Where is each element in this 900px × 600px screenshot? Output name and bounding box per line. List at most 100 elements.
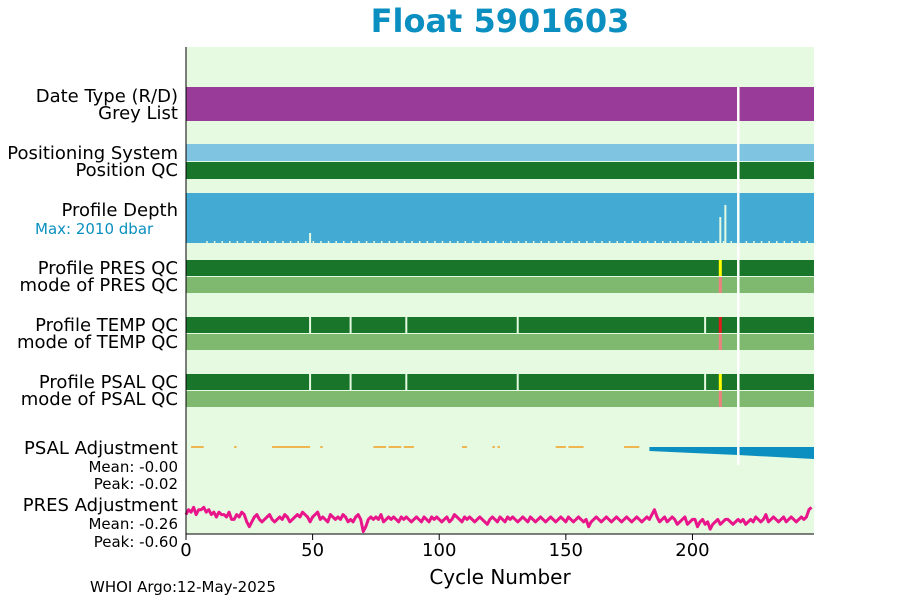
x-axis-label: Cycle Number (429, 565, 571, 589)
depth-notch (639, 241, 641, 244)
depth-notch (206, 241, 208, 244)
depth-notch (487, 241, 489, 244)
psal-qc-gap (349, 374, 352, 390)
depth-notch (548, 241, 550, 244)
label-temp-mode: mode of TEMP QC (16, 332, 178, 353)
depth-notch (350, 241, 353, 244)
psal-mode-bar (186, 391, 814, 407)
x-tick-label: 50 (301, 540, 325, 561)
depth-notch (806, 241, 808, 244)
depth-shallow-mark (724, 205, 727, 244)
footer-credit: WHOI Argo:12-May-2025 (90, 578, 276, 596)
depth-notch (464, 241, 467, 244)
depth-notch (798, 241, 801, 244)
missing-cycle-gap (737, 87, 740, 465)
depth-notch (289, 241, 292, 244)
depth-notch (282, 241, 284, 244)
depth-notch (396, 241, 398, 244)
depth-notch (692, 241, 694, 244)
depth-notch (327, 241, 330, 244)
psal-qc-gap (309, 374, 312, 390)
chart-title: Float 5901603 (370, 2, 630, 40)
temp-mode-bar (186, 334, 814, 350)
psal-qc-gap (405, 374, 408, 390)
depth-notch (776, 241, 778, 244)
temp-qc-flag (718, 317, 722, 333)
depth-notch (213, 241, 216, 244)
depth-notch (525, 241, 527, 244)
label-position-qc: Position QC (75, 160, 178, 181)
label-pres-peak: Peak: -0.60 (93, 533, 178, 551)
depth-notch (259, 241, 261, 244)
psal-mode-flag (718, 391, 722, 407)
depth-notch (616, 241, 618, 244)
depth-notch (586, 241, 588, 244)
depth-notch (654, 241, 656, 244)
position-qc-bar (186, 162, 814, 179)
depth-notch (403, 241, 406, 244)
temp-qc-bar (186, 317, 814, 333)
depth-notch (274, 241, 277, 244)
label-profile-depth: Profile Depth (61, 200, 178, 221)
label-psal-mode: mode of PSAL QC (20, 389, 178, 410)
depth-notch (783, 241, 786, 244)
depth-notch (760, 241, 763, 244)
label-grey-list: Grey List (98, 103, 178, 124)
depth-notch (479, 241, 482, 244)
label-temp-qc: Profile TEMP QC (35, 315, 178, 336)
temp-qc-gap (405, 317, 408, 333)
psal-qc-gap (516, 374, 519, 390)
profile-depth-bar (186, 193, 814, 243)
depth-notch (426, 241, 429, 244)
x-tick-label: 150 (548, 540, 584, 561)
depth-notch (722, 241, 725, 244)
depth-notch (677, 241, 679, 244)
depth-notch (411, 241, 413, 244)
depth-notch (236, 241, 239, 244)
label-pres-mode: mode of PRES QC (19, 275, 178, 296)
depth-notch (517, 241, 520, 244)
x-tick-label: 200 (675, 540, 710, 561)
depth-notch (510, 241, 512, 244)
pres-qc-bar (186, 260, 814, 276)
label-psal-peak: Peak: -0.02 (93, 475, 178, 493)
depth-notch (494, 241, 497, 244)
depth-notch (646, 241, 649, 244)
depth-notch (365, 241, 368, 244)
depth-notch (707, 241, 710, 244)
depth-notch (715, 241, 717, 244)
depth-notch (601, 241, 603, 244)
depth-notch (343, 241, 345, 244)
label-positioning-system: Positioning System (7, 143, 178, 164)
temp-qc-gap (349, 317, 352, 333)
depth-notch (305, 241, 307, 244)
depth-notch (578, 241, 580, 244)
depth-notch (669, 241, 672, 244)
temp-qc-gap (309, 317, 312, 333)
temp-mode-flag (718, 334, 722, 350)
depth-notch (502, 241, 505, 244)
depth-notch (373, 241, 375, 244)
depth-notch (221, 241, 223, 244)
depth-notch (441, 241, 444, 244)
label-psal-adjustment: PSAL Adjustment (23, 438, 178, 459)
date-type-bar (186, 87, 814, 121)
depth-notch (540, 241, 543, 244)
psal-qc-bar (186, 374, 814, 390)
depth-notch (608, 241, 611, 244)
depth-notch (745, 241, 748, 244)
positioning-system-bar (186, 144, 814, 161)
depth-notch (434, 241, 436, 244)
depth-notch (662, 241, 664, 244)
depth-notch (472, 241, 474, 244)
label-date-type: Date Type (R/D) (35, 86, 178, 107)
psal-adjustment-offset (649, 447, 814, 459)
depth-notch (312, 241, 315, 244)
depth-notch (320, 241, 322, 244)
depth-notch (229, 241, 231, 244)
depth-shallow-mark (309, 233, 312, 244)
pres-adjustment-line (184, 505, 813, 534)
x-tick-label: 0 (180, 540, 192, 561)
depth-notch (418, 241, 421, 244)
